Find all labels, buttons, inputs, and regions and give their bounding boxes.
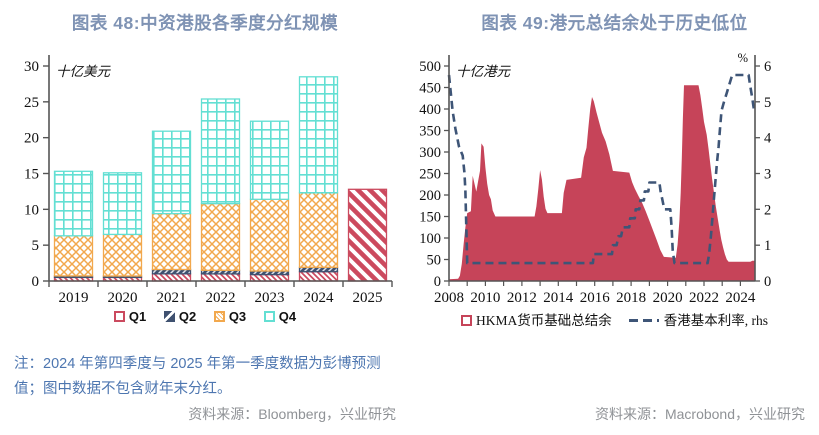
- svg-text:100: 100: [419, 231, 441, 247]
- q3-swatch-icon: [213, 311, 225, 322]
- svg-text:200: 200: [419, 188, 441, 204]
- svg-text:150: 150: [419, 210, 441, 226]
- legend-balance-label: HKMA货币基础总结余: [475, 313, 612, 328]
- aggregate-balance-area-chart: 0 50 100 150 200 250 300 350 400 450 500 0 1 2 3 4 5 6 200…: [410, 48, 819, 310]
- figure-48-source: 资料来源：Bloomberg，兴业研究: [188, 406, 396, 422]
- svg-text:1: 1: [764, 238, 771, 254]
- svg-text:30: 30: [24, 59, 39, 75]
- svg-text:2008: 2008: [434, 290, 464, 306]
- svg-text:450: 450: [419, 81, 441, 97]
- legend-q3-label: Q3: [228, 309, 247, 324]
- svg-text:2024: 2024: [304, 290, 335, 306]
- svg-text:2018: 2018: [616, 290, 646, 306]
- svg-text:500: 500: [419, 59, 441, 75]
- dividend-stacked-bar-chart: 0 5 10 15 20 25 30 2019 2020 2021 2022 2023 2024 2025…: [0, 48, 410, 310]
- svg-text:十亿美元: 十亿美元: [56, 64, 111, 79]
- svg-text:0: 0: [32, 274, 40, 290]
- svg-text:2: 2: [764, 202, 771, 218]
- svg-text:2020: 2020: [653, 290, 683, 306]
- svg-text:%: %: [738, 51, 748, 65]
- svg-text:2021: 2021: [157, 290, 187, 306]
- figure-49-source: 资料来源：Macrobond，兴业研究: [594, 406, 805, 422]
- q2-swatch-icon: [163, 311, 175, 322]
- svg-text:2012: 2012: [507, 290, 537, 306]
- note-line-2: 值；图中数据不包含财年末分红。: [14, 381, 232, 397]
- svg-text:2025: 2025: [353, 290, 383, 306]
- svg-text:50: 50: [427, 253, 442, 269]
- svg-text:2016: 2016: [580, 290, 611, 306]
- legend-item-q3: Q3: [213, 309, 247, 324]
- legend-item-q4: Q4: [263, 309, 297, 324]
- svg-text:3: 3: [764, 167, 771, 183]
- svg-text:0: 0: [764, 274, 771, 290]
- figure-48-note: 注：2024 年第四季度与 2025 年第一季度数据为彭博预测 值；图中数据不包…: [14, 352, 404, 402]
- svg-text:350: 350: [419, 124, 441, 140]
- legend-item-q1: Q1: [113, 309, 147, 324]
- figure-48-legend: Q1 Q2 Q3 Q4: [0, 309, 410, 324]
- svg-text:2010: 2010: [470, 290, 500, 306]
- legend-base-rate-label: 香港基本利率, rhs: [663, 313, 768, 328]
- dashed-line-swatch-icon: [628, 318, 659, 322]
- svg-text:2022: 2022: [689, 290, 719, 306]
- figure-49-panel: 图表 49:港元总结余处于历史低位 0 50 100 150 200 250 300 350 4…: [410, 0, 819, 435]
- aggregate-balance-swatch-icon: [460, 315, 472, 326]
- legend-item-balance: HKMA货币基础总结余: [460, 309, 612, 329]
- svg-text:15: 15: [24, 167, 39, 183]
- note-line-1: 注：2024 年第四季度与 2025 年第一季度数据为彭博预测: [14, 356, 381, 372]
- svg-text:5: 5: [32, 238, 40, 254]
- svg-text:10: 10: [24, 202, 39, 218]
- svg-text:300: 300: [419, 145, 441, 161]
- svg-text:2024: 2024: [725, 290, 756, 306]
- figure-49-title: 图表 49:港元总结余处于历史低位: [481, 13, 748, 33]
- legend-item-base-rate: 香港基本利率, rhs: [664, 309, 768, 329]
- q1-swatch-icon: [113, 311, 125, 322]
- svg-text:400: 400: [419, 102, 441, 118]
- svg-text:20: 20: [24, 131, 39, 147]
- svg-text:2014: 2014: [543, 290, 574, 306]
- svg-text:2023: 2023: [255, 290, 285, 306]
- figure-48-title: 图表 48:中资港股各季度分红规模: [71, 13, 339, 33]
- legend-q1-label: Q1: [128, 309, 147, 324]
- q4-swatch-icon: [263, 311, 275, 322]
- svg-text:0: 0: [434, 274, 441, 290]
- svg-text:2022: 2022: [206, 290, 236, 306]
- svg-text:十亿港元: 十亿港元: [456, 64, 511, 79]
- svg-text:4: 4: [764, 131, 772, 147]
- figure-48-panel: 图表 48:中资港股各季度分红规模 0 5 10 15 20 25 30 2019 2020 20…: [0, 13, 410, 422]
- svg-text:5: 5: [764, 95, 771, 111]
- legend-q4-label: Q4: [278, 309, 297, 324]
- svg-text:6: 6: [764, 59, 771, 75]
- svg-text:2020: 2020: [108, 290, 138, 306]
- legend-q2-label: Q2: [178, 309, 197, 324]
- legend-item-q2: Q2: [163, 309, 197, 324]
- svg-text:250: 250: [419, 167, 441, 183]
- svg-text:2019: 2019: [59, 290, 89, 306]
- figure-49-legend: HKMA货币基础总结余 香港基本利率, rhs: [410, 309, 819, 329]
- svg-text:25: 25: [24, 95, 39, 111]
